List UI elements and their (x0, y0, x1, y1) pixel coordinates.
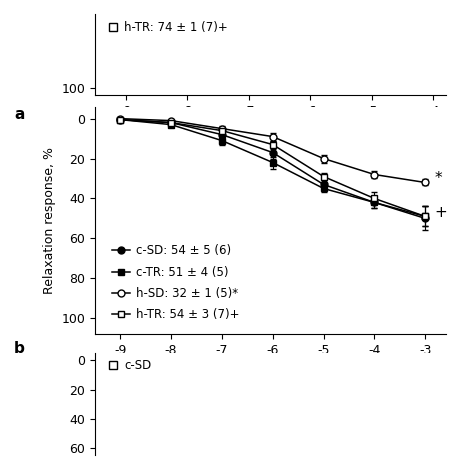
Legend: h-TR: 74 ± 1 (7)+: h-TR: 74 ± 1 (7)+ (100, 16, 233, 38)
Text: b: b (14, 341, 25, 356)
Text: a: a (14, 107, 25, 122)
X-axis label: log [ACh] (м): log [ACh] (м) (229, 123, 311, 136)
Legend: c-SD: 54 ± 5 (6), c-TR: 51 ± 4 (5), h-SD: 32 ± 1 (5)*, h-TR: 54 ± 3 (7)+: c-SD: 54 ± 5 (6), c-TR: 51 ± 4 (5), h-SD… (108, 240, 244, 326)
X-axis label: log [ACh] (м): log [ACh] (м) (227, 363, 313, 375)
Legend: c-SD: c-SD (100, 354, 156, 376)
Text: +: + (434, 205, 447, 220)
Y-axis label: Relaxation response, %: Relaxation response, % (43, 147, 55, 294)
Text: *: * (434, 171, 442, 186)
